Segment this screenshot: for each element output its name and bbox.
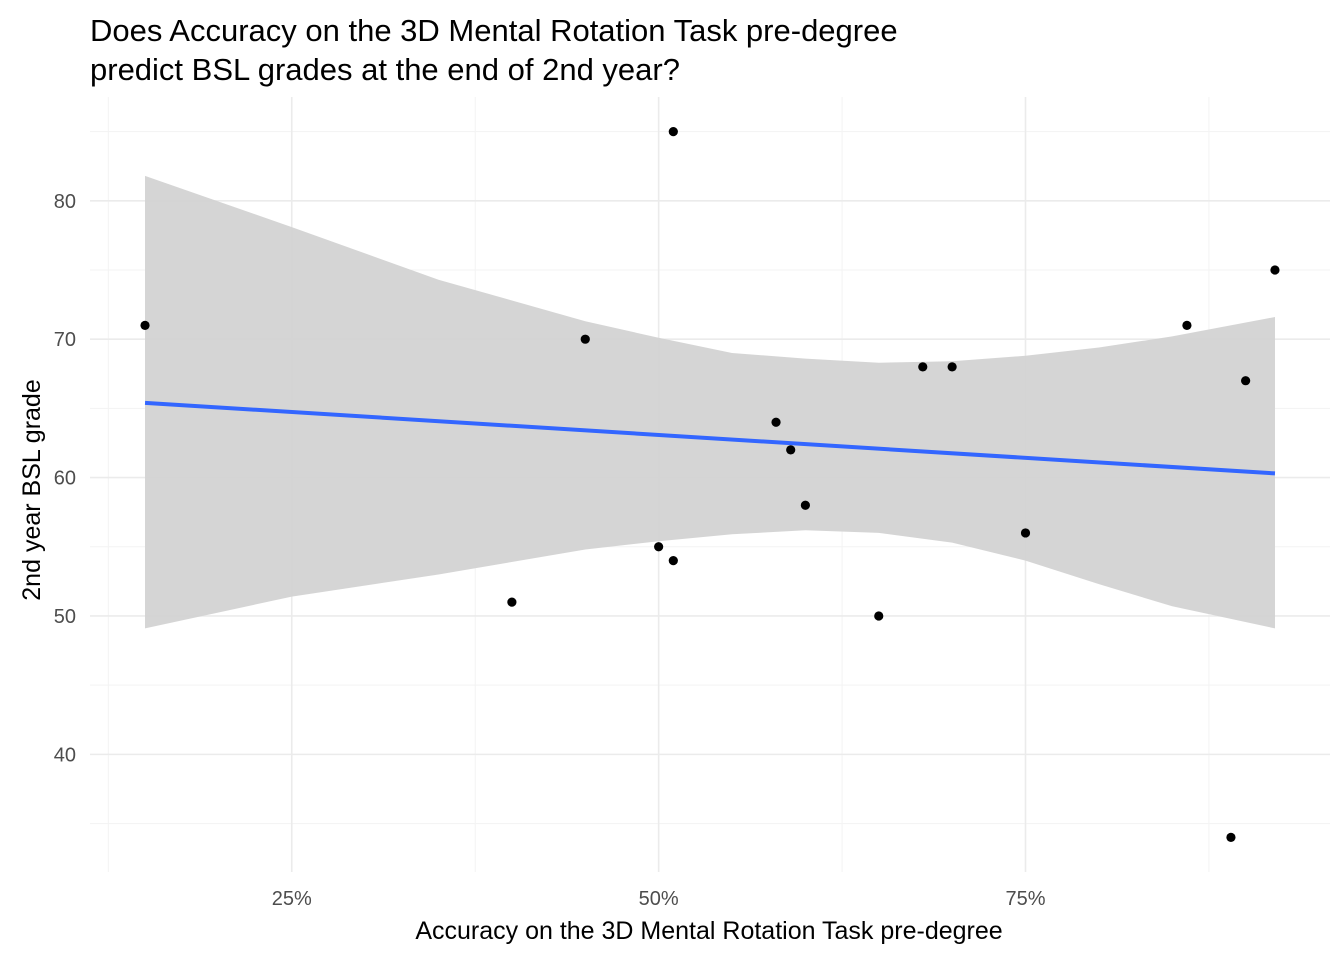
data-point-5 bbox=[668, 126, 678, 137]
data-point-3 bbox=[654, 542, 664, 552]
regression-line-group bbox=[144, 400, 1276, 476]
y-axis-ticks: 40 50 60 70 80 bbox=[54, 191, 76, 767]
data-point-16 bbox=[1270, 265, 1280, 275]
y-tick-label-3: 70 bbox=[54, 329, 76, 351]
data-point-12 bbox=[1020, 528, 1031, 538]
y-tick-label-4: 80 bbox=[54, 191, 76, 213]
y-tick-label-2: 60 bbox=[54, 468, 76, 490]
data-point-7 bbox=[786, 445, 796, 455]
chart-title-line-2: predict BSL grades at the end of 2nd yea… bbox=[90, 52, 680, 87]
data-point-11 bbox=[947, 362, 957, 372]
data-point-9 bbox=[874, 611, 884, 621]
confidence-band bbox=[145, 175, 1275, 629]
y-axis-title: 2nd year BSL grade bbox=[18, 379, 46, 600]
confidence-band-group bbox=[145, 175, 1275, 629]
data-point-15 bbox=[1241, 376, 1251, 386]
chart-title: Does Accuracy on the 3D Mental Rotation … bbox=[90, 13, 898, 87]
data-points bbox=[140, 126, 1280, 843]
x-tick-label-0: 25% bbox=[272, 888, 312, 910]
data-point-8 bbox=[800, 500, 810, 510]
data-point-14 bbox=[1226, 832, 1236, 843]
data-point-10 bbox=[918, 362, 928, 372]
y-tick-label-0: 40 bbox=[54, 744, 76, 766]
x-tick-label-1: 50% bbox=[639, 888, 679, 910]
data-point-0 bbox=[140, 320, 150, 330]
data-point-6 bbox=[771, 417, 781, 427]
x-axis-ticks: 25% 50% 75% bbox=[272, 888, 1046, 910]
data-point-1 bbox=[507, 597, 517, 607]
y-tick-label-1: 50 bbox=[54, 606, 76, 628]
data-point-13 bbox=[1182, 320, 1192, 330]
data-point-2 bbox=[580, 334, 590, 344]
x-axis-title: Accuracy on the 3D Mental Rotation Task … bbox=[415, 917, 1002, 945]
regression-line bbox=[144, 400, 1276, 476]
chart-title-line-1: Does Accuracy on the 3D Mental Rotation … bbox=[90, 13, 898, 48]
data-point-4 bbox=[668, 556, 678, 566]
x-tick-label-2: 75% bbox=[1005, 888, 1045, 910]
